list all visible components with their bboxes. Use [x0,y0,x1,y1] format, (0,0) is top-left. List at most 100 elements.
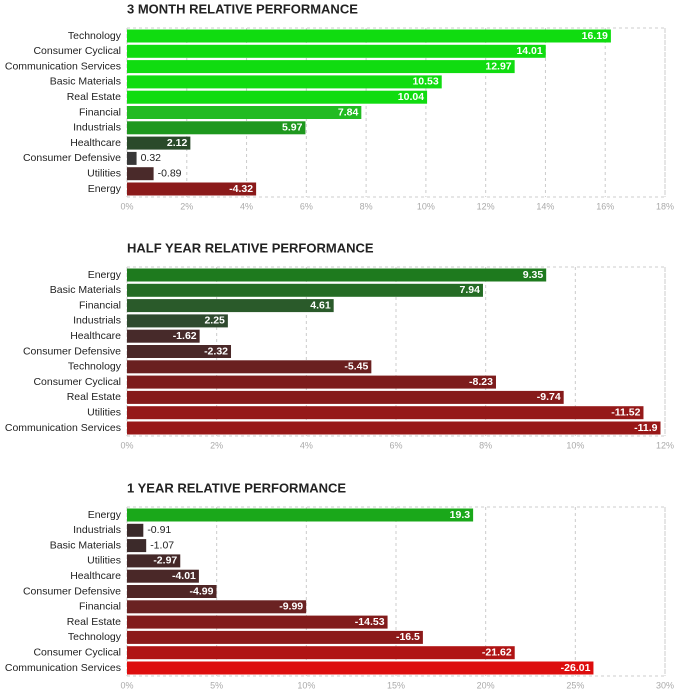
x-tick-label: 6% [389,440,402,450]
x-tick-label: 25% [566,680,584,690]
x-tick-label: 30% [656,680,674,690]
value-label: -9.74 [537,391,561,403]
value-label: -2.97 [153,555,177,567]
x-tick-label: 4% [240,201,253,211]
value-label: -26.01 [561,662,591,674]
value-label: 16.19 [582,30,608,42]
bar [127,136,191,150]
category-label: Consumer Defensive [23,152,121,164]
value-label: -1.07 [150,539,174,551]
category-label: Basic Materials [50,76,121,88]
bar [127,569,199,583]
value-label: -1.62 [173,330,197,342]
category-label: Financial [79,299,121,311]
category-label: Real Estate [67,91,121,103]
bar [127,121,306,135]
bar [127,60,515,74]
bar [127,167,154,181]
chart-title: 1 YEAR RELATIVE PERFORMANCE [127,480,346,495]
x-tick-label: 10% [417,201,435,211]
x-tick-label: 14% [536,201,554,211]
category-label: Communication Services [5,422,121,434]
value-label: 12.97 [485,60,511,72]
bar [127,390,564,404]
bar [127,539,147,553]
category-label: Energy [88,183,122,195]
category-label: Healthcare [70,137,121,149]
category-label: Real Estate [67,616,121,628]
bar [127,646,515,660]
category-label: Technology [68,631,122,643]
x-tick-label: 0% [120,440,133,450]
bar [127,283,483,297]
value-label: 7.84 [338,106,359,118]
bar [127,345,232,358]
category-label: Consumer Cyclical [33,376,121,388]
value-label: 2.12 [167,137,188,149]
x-tick-label: 0% [120,680,133,690]
category-label: Financial [79,106,121,118]
category-label: Communication Services [5,60,121,72]
bar [127,600,307,614]
bar [127,421,661,435]
x-tick-label: 0% [120,201,133,211]
category-label: Consumer Defensive [23,585,121,597]
bar [127,106,362,119]
bar [127,585,217,598]
bar [127,630,423,644]
chart-title: 3 MONTH RELATIVE PERFORMANCE [127,1,358,16]
value-label: 7.94 [460,284,481,296]
category-label: Industrials [73,524,121,536]
category-label: Technology [68,30,122,42]
bar [127,75,442,89]
value-label: -4.01 [172,570,196,582]
category-label: Basic Materials [50,539,121,551]
value-label: 10.53 [412,76,438,88]
value-label: -0.89 [158,167,182,179]
bar [127,268,547,282]
value-label: -4.32 [229,183,253,195]
category-label: Utilities [87,555,121,567]
category-label: Energy [88,509,122,521]
x-tick-label: 16% [596,201,614,211]
category-label: Consumer Defensive [23,345,121,357]
bar [127,615,388,629]
bar [127,661,594,675]
category-label: Consumer Cyclical [33,45,121,57]
value-label: 14.01 [516,45,542,57]
bar [127,44,546,58]
value-label: 19.3 [450,509,471,521]
category-label: Real Estate [67,391,121,403]
bar [127,299,334,313]
value-label: -4.99 [190,585,214,597]
bar [127,554,181,568]
category-label: Technology [68,361,122,373]
bar [127,151,137,165]
category-label: Healthcare [70,570,121,582]
category-label: Financial [79,601,121,613]
bar [127,406,644,420]
value-label: 10.04 [398,91,424,103]
category-label: Industrials [73,122,121,134]
category-label: Healthcare [70,330,121,342]
bar [127,329,200,343]
value-label: -14.53 [355,616,385,628]
value-label: 9.35 [523,269,544,281]
x-tick-label: 18% [656,201,674,211]
category-label: Energy [88,269,122,281]
x-tick-label: 6% [300,201,313,211]
value-label: -2.32 [204,345,228,357]
bar [127,29,611,43]
x-tick-label: 5% [210,680,223,690]
x-tick-label: 10% [566,440,584,450]
value-label: 4.61 [310,299,331,311]
x-tick-label: 8% [479,440,492,450]
category-label: Utilities [87,406,121,418]
value-label: 2.25 [204,315,225,327]
category-label: Basic Materials [50,284,121,296]
value-label: -11.52 [611,406,640,418]
x-tick-label: 2% [180,201,193,211]
x-tick-label: 12% [656,440,674,450]
x-tick-label: 10% [297,680,315,690]
value-label: -16.5 [396,631,420,643]
